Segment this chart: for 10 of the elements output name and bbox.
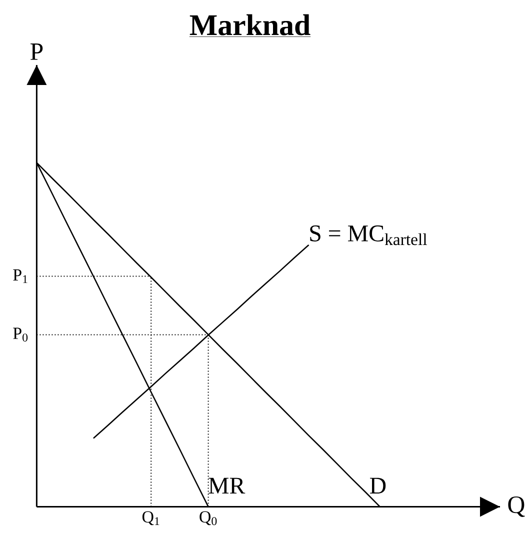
- ref-line-label: P$_{1}$: [13, 269, 28, 284]
- ref-line-label: P$_{0}$: [13, 328, 28, 342]
- x-tick-label: Q$_{0}$: [200, 511, 217, 526]
- chart-title: Marknad: [190, 14, 310, 36]
- x-axis-title: Q: [508, 496, 525, 517]
- x-tick-label: Q$_{1}$: [142, 511, 160, 526]
- series-label: MR: [208, 478, 246, 494]
- series-label: S = MC$_{kartell}$: [310, 225, 427, 246]
- series-label: D: [370, 478, 386, 494]
- y-axis-title: P: [30, 43, 43, 60]
